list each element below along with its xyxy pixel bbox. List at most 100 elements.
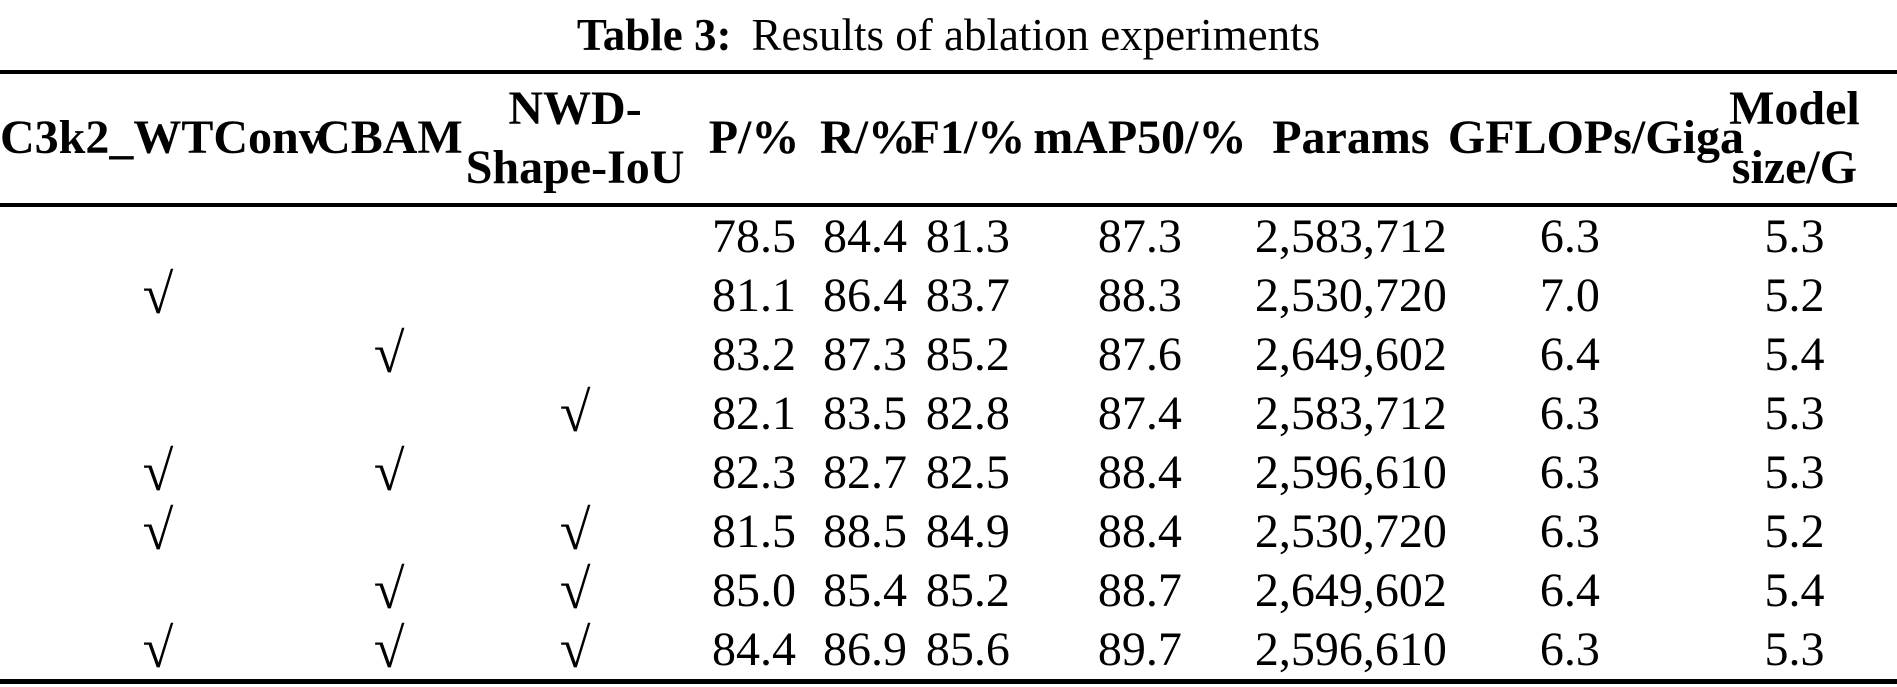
r-percent-value-cell: 84.4 (822, 210, 907, 263)
cbam-empty-cell (316, 266, 462, 325)
model-size-value-cell: 5.2 (1764, 269, 1825, 322)
nwd-shape-iou-empty-cell (462, 205, 688, 266)
p-percent-value-cell: 82.1 (712, 387, 797, 440)
checkmark-icon: √ (373, 559, 405, 621)
col-header-cbam: CBAM (316, 72, 463, 207)
p-percent-value-cell: 85.0 (712, 564, 797, 617)
f1-percent-value-cell: 84.9 (925, 505, 1010, 558)
cbam-empty-cell (316, 384, 462, 443)
table-row: √ √ 81.5 88.5 84.9 88.4 2,530,720 6.3 5.2 (0, 502, 1897, 561)
checkmark-icon: √ (142, 618, 174, 680)
cbam-empty-cell (316, 502, 462, 561)
ablation-results-table: C3k2_WTConv CBAM NWD- Shape-IoU P/% R/% … (0, 70, 1897, 684)
gflops-value-cell: 6.3 (1539, 210, 1600, 263)
col-header-model-size: Model size/G (1691, 72, 1897, 207)
map50-percent-value-cell: 88.4 (1097, 505, 1182, 558)
nwd-shape-iou-empty-cell (462, 443, 688, 502)
params-value-cell: 2,596,610 (1254, 623, 1447, 676)
map50-percent-value-cell: 88.4 (1097, 446, 1182, 499)
p-percent-value-cell: 84.4 (712, 623, 797, 676)
table-header: C3k2_WTConv CBAM NWD- Shape-IoU P/% R/% … (0, 72, 1897, 207)
params-value-cell: 2,530,720 (1254, 269, 1447, 322)
p-percent-value-cell: 83.2 (712, 328, 797, 381)
table-row: √ 81.1 86.4 83.7 88.3 2,530,720 7.0 5.2 (0, 266, 1897, 325)
map50-percent-value-cell: 87.4 (1097, 387, 1182, 440)
params-value-cell: 2,583,712 (1254, 210, 1447, 263)
table-row: √ 82.1 83.5 82.8 87.4 2,583,712 6.3 5.3 (0, 384, 1897, 443)
f1-percent-value-cell: 82.8 (925, 387, 1010, 440)
gflops-value-cell: 6.4 (1539, 564, 1600, 617)
params-value-cell: 2,596,610 (1254, 446, 1447, 499)
gflops-value-cell: 7.0 (1539, 269, 1600, 322)
checkmark-icon: √ (559, 559, 591, 621)
p-percent-value-cell: 82.3 (712, 446, 797, 499)
gflops-value-cell: 6.4 (1539, 328, 1600, 381)
col-header-nwd-shape-iou: NWD- Shape-IoU (462, 72, 689, 207)
nwd-shape-iou-empty-cell (462, 325, 688, 384)
model-size-value-cell: 5.2 (1764, 505, 1825, 558)
map50-percent-value-cell: 89.7 (1097, 623, 1182, 676)
checkmark-icon: √ (559, 500, 591, 562)
map50-percent-value-cell: 88.3 (1097, 269, 1182, 322)
gflops-value-cell: 6.3 (1539, 387, 1600, 440)
f1-percent-value-cell: 82.5 (925, 446, 1010, 499)
table-body: 78.5 84.4 81.3 87.3 2,583,712 6.3 5.3 √ 81.1 86.4… (0, 205, 1897, 682)
checkmark-icon: √ (142, 441, 174, 503)
r-percent-value-cell: 85.4 (822, 564, 907, 617)
checkmark-icon: √ (373, 618, 405, 680)
f1-percent-value-cell: 81.3 (925, 210, 1010, 263)
checkmark-icon: √ (142, 500, 174, 562)
table-row: √ √ 82.3 82.7 82.5 88.4 2,596,610 6.3 5.3 (0, 443, 1897, 502)
r-percent-value-cell: 83.5 (822, 387, 907, 440)
f1-percent-value-cell: 85.2 (925, 328, 1010, 381)
table-row: √ √ √ 84.4 86.9 85.6 89.7 2,596,610 6.3 5.3 (0, 620, 1897, 682)
r-percent-value-cell: 87.3 (822, 328, 907, 381)
gflops-value-cell: 6.3 (1539, 505, 1600, 558)
params-value-cell: 2,530,720 (1254, 505, 1447, 558)
r-percent-value-cell: 82.7 (822, 446, 907, 499)
table-row: 78.5 84.4 81.3 87.3 2,583,712 6.3 5.3 (0, 205, 1897, 266)
checkmark-icon: √ (373, 441, 405, 503)
gflops-value-cell: 6.3 (1539, 446, 1600, 499)
table-row: √ √ 85.0 85.4 85.2 88.7 2,649,602 6.4 5.4 (0, 561, 1897, 620)
params-value-cell: 2,583,712 (1254, 387, 1447, 440)
cbam-empty-cell (316, 205, 462, 266)
table-header-row: C3k2_WTConv CBAM NWD- Shape-IoU P/% R/% … (0, 72, 1897, 207)
p-percent-value-cell: 78.5 (712, 210, 797, 263)
map50-percent-value-cell: 88.7 (1097, 564, 1182, 617)
model-size-value-cell: 5.4 (1764, 564, 1825, 617)
params-value-cell: 2,649,602 (1254, 564, 1447, 617)
checkmark-icon: √ (559, 618, 591, 680)
model-size-value-cell: 5.4 (1764, 328, 1825, 381)
checkmark-icon: √ (142, 264, 174, 326)
p-percent-value-cell: 81.5 (712, 505, 797, 558)
col-header-gflops: GFLOPs/Giga (1447, 72, 1744, 207)
gflops-value-cell: 6.3 (1539, 623, 1600, 676)
model-size-value-cell: 5.3 (1764, 623, 1825, 676)
col-header-map50-percent: mAP50/% (1025, 72, 1254, 207)
p-percent-value-cell: 81.1 (712, 269, 797, 322)
table-caption-number: Table 3: (576, 10, 732, 60)
c3k2-wtconv-empty-cell (0, 384, 316, 443)
map50-percent-value-cell: 87.3 (1097, 210, 1182, 263)
map50-percent-value-cell: 87.6 (1097, 328, 1182, 381)
c3k2-wtconv-empty-cell (0, 325, 316, 384)
table-row: √ 83.2 87.3 85.2 87.6 2,649,602 6.4 5.4 (0, 325, 1897, 384)
r-percent-value-cell: 88.5 (822, 505, 907, 558)
c3k2-wtconv-empty-cell (0, 205, 316, 266)
r-percent-value-cell: 86.4 (822, 269, 907, 322)
model-size-value-cell: 5.3 (1764, 446, 1825, 499)
col-header-c3k2-wtconv: C3k2_WTConv (0, 72, 323, 207)
c3k2-wtconv-empty-cell (0, 561, 316, 620)
params-value-cell: 2,649,602 (1254, 328, 1447, 381)
f1-percent-value-cell: 83.7 (925, 269, 1010, 322)
col-header-p-percent: P/% (688, 72, 821, 207)
col-header-f1-percent: F1/% (909, 72, 1026, 207)
col-header-params: Params (1253, 72, 1448, 207)
r-percent-value-cell: 86.9 (822, 623, 907, 676)
f1-percent-value-cell: 85.2 (925, 564, 1010, 617)
col-header-r-percent: R/% (820, 72, 916, 207)
checkmark-icon: √ (373, 323, 405, 385)
nwd-shape-iou-empty-cell (462, 266, 688, 325)
